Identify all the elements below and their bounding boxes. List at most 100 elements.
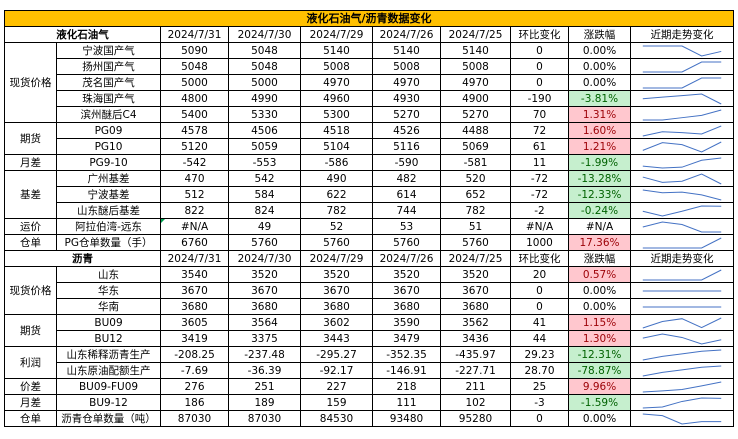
value-cell[interactable]: 5048 [228, 58, 301, 75]
category-cell[interactable]: 现货价格 [4, 42, 57, 123]
value-cell[interactable]: 3375 [228, 330, 301, 347]
value-cell[interactable]: 4960 [300, 90, 373, 107]
change-cell[interactable]: 44 [510, 330, 569, 347]
row-name-cell[interactable]: 阿拉伯湾-远东 [56, 218, 161, 235]
value-cell[interactable]: 3436 [440, 330, 511, 347]
trend-sparkline-cell[interactable] [629, 330, 735, 347]
value-cell[interactable]: 4970 [300, 74, 373, 91]
change-cell[interactable]: 29.23 [510, 346, 569, 363]
value-cell[interactable]: 3540 [160, 266, 229, 283]
change-cell[interactable]: -72 [510, 186, 569, 203]
sheet-title[interactable]: 液化石油气/沥青数据变化 [3, 10, 735, 27]
row-name-cell[interactable]: 山东 [56, 266, 161, 283]
lpg-header-col[interactable]: 2024/7/25 [440, 26, 511, 43]
pct-change-cell[interactable]: 17.36% [568, 234, 631, 251]
value-cell[interactable]: 5059 [228, 138, 301, 155]
value-cell[interactable]: 4970 [372, 74, 441, 91]
change-cell[interactable]: 0 [510, 298, 569, 315]
value-cell[interactable]: 87030 [160, 410, 229, 427]
lpg-header-col[interactable]: 涨跌幅 [568, 26, 631, 43]
change-cell[interactable]: -2 [510, 202, 569, 219]
value-cell[interactable]: 3520 [228, 266, 301, 283]
row-name-cell[interactable]: BU09 [56, 314, 161, 331]
value-cell[interactable]: 3670 [440, 282, 511, 299]
lpg-header-col[interactable]: 2024/7/31 [160, 26, 229, 43]
value-cell[interactable]: 4518 [300, 122, 373, 139]
row-name-cell[interactable]: 华南 [56, 298, 161, 315]
value-cell[interactable]: 3670 [300, 282, 373, 299]
pct-change-cell[interactable]: #N/A [568, 218, 631, 235]
value-cell[interactable]: 5270 [372, 106, 441, 123]
category-cell[interactable]: 期货 [4, 122, 57, 155]
value-cell[interactable]: 111 [372, 394, 441, 411]
trend-sparkline-cell[interactable] [629, 74, 735, 91]
lpg-header-col[interactable]: 2024/7/29 [300, 26, 373, 43]
trend-sparkline-cell[interactable] [629, 138, 735, 155]
pct-change-cell[interactable]: -1.59% [568, 394, 631, 411]
category-cell[interactable]: 运价 [4, 218, 57, 235]
value-cell[interactable]: 3605 [160, 314, 229, 331]
value-cell[interactable]: 49 [228, 218, 301, 235]
change-cell[interactable]: -190 [510, 90, 569, 107]
value-cell[interactable]: 3443 [300, 330, 373, 347]
lpg-header-col[interactable]: 近期走势变化 [629, 26, 735, 43]
change-cell[interactable]: -72 [510, 170, 569, 187]
value-cell[interactable]: 614 [372, 186, 441, 203]
category-cell[interactable]: 现货价格 [4, 266, 57, 315]
value-cell[interactable]: 520 [440, 170, 511, 187]
value-cell[interactable]: 744 [372, 202, 441, 219]
value-cell[interactable]: -146.91 [372, 362, 441, 379]
value-cell[interactable]: 782 [440, 202, 511, 219]
trend-sparkline-cell[interactable] [629, 362, 735, 379]
row-name-cell[interactable]: 珠海国产气 [56, 90, 161, 107]
trend-sparkline-cell[interactable] [629, 58, 735, 75]
asphalt-header-col[interactable]: 2024/7/30 [228, 250, 301, 267]
value-cell[interactable]: 5000 [160, 74, 229, 91]
value-cell[interactable]: 3670 [372, 282, 441, 299]
trend-sparkline-cell[interactable] [629, 42, 735, 59]
value-cell[interactable]: 4970 [440, 74, 511, 91]
row-name-cell[interactable]: 沥青仓单数量（吨） [56, 410, 161, 427]
value-cell[interactable]: 3680 [160, 298, 229, 315]
change-cell[interactable]: 20 [510, 266, 569, 283]
asphalt-header-label[interactable]: 沥青 [4, 250, 161, 267]
change-cell[interactable]: 70 [510, 106, 569, 123]
value-cell[interactable]: 4578 [160, 122, 229, 139]
pct-change-cell[interactable]: 1.21% [568, 138, 631, 155]
pct-change-cell[interactable]: 0.57% [568, 266, 631, 283]
value-cell[interactable]: -92.17 [300, 362, 373, 379]
change-cell[interactable]: -3 [510, 394, 569, 411]
pct-change-cell[interactable]: 1.60% [568, 122, 631, 139]
trend-sparkline-cell[interactable] [629, 394, 735, 411]
value-cell[interactable]: 824 [228, 202, 301, 219]
value-cell[interactable]: 5140 [300, 42, 373, 59]
trend-sparkline-cell[interactable] [629, 122, 735, 139]
value-cell[interactable]: 5270 [440, 106, 511, 123]
value-cell[interactable]: -542 [160, 154, 229, 171]
change-cell[interactable]: 25 [510, 378, 569, 395]
value-cell[interactable]: 3562 [440, 314, 511, 331]
value-cell[interactable]: 159 [300, 394, 373, 411]
row-name-cell[interactable]: 山东稀释沥青生产 [56, 346, 161, 363]
change-cell[interactable]: 0 [510, 42, 569, 59]
value-cell[interactable]: 189 [228, 394, 301, 411]
value-cell[interactable]: 5090 [160, 42, 229, 59]
pct-change-cell[interactable]: 1.15% [568, 314, 631, 331]
lpg-header-col[interactable]: 环比变化 [510, 26, 569, 43]
value-cell[interactable]: 5760 [440, 234, 511, 251]
change-cell[interactable]: 0 [510, 58, 569, 75]
trend-sparkline-cell[interactable] [629, 346, 735, 363]
value-cell[interactable]: -208.25 [160, 346, 229, 363]
value-cell[interactable]: 5069 [440, 138, 511, 155]
category-cell[interactable]: 仓单 [4, 234, 57, 251]
value-cell[interactable]: 3419 [160, 330, 229, 347]
value-cell[interactable]: 4506 [228, 122, 301, 139]
value-cell[interactable]: 5760 [372, 234, 441, 251]
value-cell[interactable]: 5330 [228, 106, 301, 123]
value-cell[interactable]: 4526 [372, 122, 441, 139]
pct-change-cell[interactable]: 0.00% [568, 298, 631, 315]
row-name-cell[interactable]: 茂名国产气 [56, 74, 161, 91]
value-cell[interactable]: 52 [300, 218, 373, 235]
category-cell[interactable]: 仓单 [4, 410, 57, 427]
value-cell[interactable]: 782 [300, 202, 373, 219]
